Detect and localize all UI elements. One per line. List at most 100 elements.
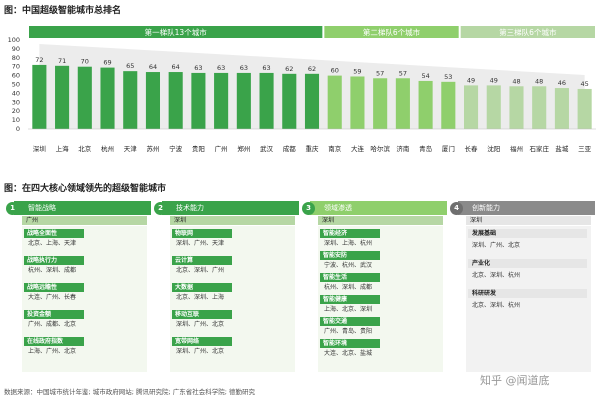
card-section-label: 战略远瞻性 bbox=[24, 283, 84, 292]
card-section-label: 战略全面性 bbox=[24, 229, 84, 238]
section2-title: 图：在四大核心领域领先的超级智能城市 bbox=[4, 184, 167, 194]
card-section-label: 产业化 bbox=[468, 259, 587, 268]
y-tick-label: 90 bbox=[12, 45, 20, 53]
category-label: 北京 bbox=[78, 144, 92, 153]
bar-value-label: 72 bbox=[35, 56, 43, 64]
category-label: 郑州 bbox=[237, 145, 250, 153]
category-label: 贵阳 bbox=[192, 144, 205, 153]
bar-value-label: 54 bbox=[421, 72, 429, 80]
card-number-badge: 3 bbox=[302, 202, 315, 215]
bar-value-label: 53 bbox=[444, 73, 452, 81]
y-tick-label: 70 bbox=[12, 63, 20, 71]
bar bbox=[259, 72, 274, 129]
card-header: 创新能力 bbox=[458, 201, 595, 215]
category-label: 厦门 bbox=[442, 144, 455, 153]
bar-value-label: 64 bbox=[172, 63, 180, 71]
category-label: 成都 bbox=[283, 144, 297, 153]
y-tick-label: 50 bbox=[12, 81, 20, 89]
bar-value-label: 57 bbox=[376, 69, 384, 77]
ranking-bar-chart: 0102030405060708090100第一梯队13个城市 第二梯队6个城市第… bbox=[8, 26, 596, 153]
bar bbox=[441, 81, 456, 129]
category-label: 沈阳 bbox=[487, 144, 500, 153]
bar-value-label: 59 bbox=[353, 67, 361, 75]
y-tick-label: 60 bbox=[12, 72, 20, 80]
bar-value-label: 45 bbox=[580, 80, 588, 88]
card-section-cities: 大连、北京、盐城 bbox=[324, 350, 373, 357]
bar-value-label: 48 bbox=[535, 77, 543, 85]
card-section-cities: 杭州、深圳、成都 bbox=[324, 284, 373, 291]
bar bbox=[577, 88, 592, 129]
bar-value-label: 62 bbox=[308, 65, 316, 73]
bar-value-label: 62 bbox=[285, 65, 293, 73]
tier-header-band bbox=[460, 26, 595, 38]
bar-value-label: 70 bbox=[81, 58, 89, 66]
category-label: 盐城 bbox=[555, 144, 569, 153]
bar-value-label: 69 bbox=[103, 59, 111, 67]
bar-value-label: 63 bbox=[262, 64, 270, 72]
card-header: 技术能力 bbox=[162, 201, 299, 215]
card-section-label: 移动互联 bbox=[172, 310, 232, 319]
category-label: 哈尔滨 bbox=[370, 144, 390, 153]
card-section-cities: 上海、北京、深圳 bbox=[324, 306, 373, 313]
card-leading-city: 深圳 bbox=[170, 216, 295, 225]
y-tick-label: 80 bbox=[12, 54, 20, 62]
card-body bbox=[170, 226, 295, 372]
card-leading-city: 深圳 bbox=[318, 216, 443, 225]
card-header: 智能战略 bbox=[14, 201, 151, 215]
card-section-cities: 宁波、杭州、武汉 bbox=[324, 262, 373, 269]
bar bbox=[100, 67, 115, 129]
bar-value-label: 63 bbox=[194, 64, 202, 72]
y-tick-label: 10 bbox=[12, 116, 20, 124]
bar bbox=[77, 66, 92, 129]
card-section-cities: 广州、青岛、贵阳 bbox=[324, 328, 373, 335]
bar-value-label: 60 bbox=[331, 67, 339, 75]
category-label: 南京 bbox=[328, 144, 342, 153]
watermark: 知乎 @闻道底 bbox=[480, 374, 550, 387]
category-label: 石家庄 bbox=[529, 144, 549, 153]
category-label: 宁波 bbox=[169, 144, 183, 153]
y-tick-label: 100 bbox=[8, 36, 20, 44]
bar bbox=[123, 71, 138, 129]
y-tick-label: 20 bbox=[12, 107, 20, 115]
card-section-label: 发展基础 bbox=[468, 229, 587, 238]
category-label: 青岛 bbox=[419, 144, 432, 153]
bar-value-label: 48 bbox=[512, 77, 520, 85]
bar bbox=[214, 72, 229, 129]
card-section-cities: 北京、深圳、广州 bbox=[176, 267, 225, 274]
card-section-label: 物联网 bbox=[172, 229, 232, 238]
card-section-label: 云计算 bbox=[172, 256, 232, 265]
card-section-label: 智能生活 bbox=[320, 273, 380, 282]
tier-header-label: 第三梯队6个城市 bbox=[499, 27, 557, 37]
card-section-cities: 北京、深圳、杭州 bbox=[472, 302, 521, 309]
card-section-cities: 北京、深圳、杭州 bbox=[472, 272, 521, 279]
card-section-label: 在线政府指数 bbox=[24, 337, 84, 346]
card-section-cities: 深圳、广州、北京 bbox=[176, 321, 225, 328]
bar bbox=[168, 72, 183, 129]
bar bbox=[145, 72, 161, 129]
bar-value-label: 46 bbox=[558, 79, 566, 87]
category-label: 杭州 bbox=[101, 144, 114, 153]
bar bbox=[350, 76, 365, 129]
bar-value-label: 63 bbox=[217, 64, 225, 72]
card-section-cities: 深圳、广州、北京 bbox=[176, 348, 225, 355]
card-leading-city: 广州 bbox=[22, 216, 147, 225]
category-label: 苏州 bbox=[146, 144, 159, 153]
bar-value-label: 64 bbox=[149, 63, 157, 71]
source-text: 数据来源：中国城市统计年鉴; 城市政府网站; 腾讯研究院; 广东省社会科学院; … bbox=[4, 388, 256, 396]
card-section-label: 投资金额 bbox=[24, 310, 84, 319]
card-number-badge: 4 bbox=[450, 202, 463, 215]
bar bbox=[55, 65, 70, 129]
card-section-label: 宽带网络 bbox=[172, 337, 232, 346]
category-label: 广州 bbox=[215, 144, 228, 153]
card-section-label: 智能环境 bbox=[320, 339, 380, 348]
card-section-label: 智能健康 bbox=[320, 295, 380, 304]
y-tick-label: 0 bbox=[16, 125, 20, 133]
card-section-label: 科研研发 bbox=[468, 289, 587, 298]
bar-value-label: 57 bbox=[399, 69, 407, 77]
category-label: 上海 bbox=[56, 144, 70, 153]
tier-header-band bbox=[29, 26, 323, 38]
card-section-cities: 北京、深圳、上海 bbox=[176, 294, 225, 301]
tier-header-label: 第二梯队6个城市 bbox=[363, 27, 421, 37]
card-section-label: 智能经济 bbox=[320, 229, 380, 238]
bar bbox=[327, 75, 342, 129]
